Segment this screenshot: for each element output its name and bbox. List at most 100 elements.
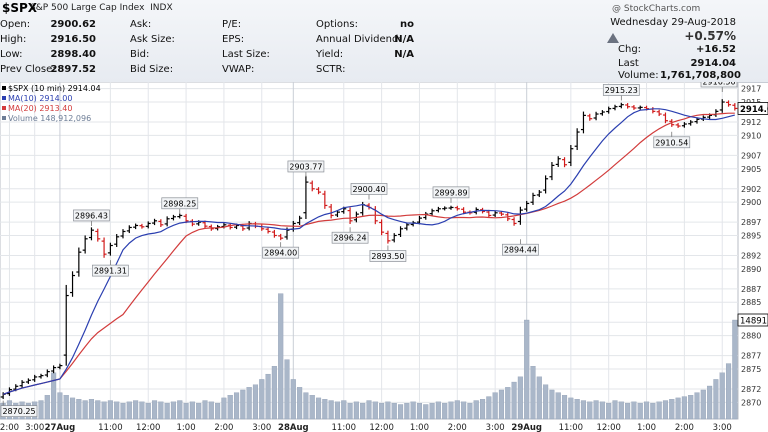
volume-bar	[486, 396, 492, 420]
volume-bar	[246, 387, 252, 420]
y-tick-label: 2880	[741, 332, 761, 341]
copyright: @ StockCharts.com	[612, 4, 701, 14]
annotation-label: 2891.31	[94, 267, 127, 276]
volume-bar	[498, 389, 505, 420]
annotation-box	[0, 405, 38, 417]
volume-bar	[416, 403, 423, 420]
price-annotation: 2916.50	[700, 82, 738, 93]
price-bar	[631, 105, 637, 110]
prev-close-value: 2897.52	[50, 64, 96, 75]
price-bar	[517, 206, 523, 225]
price-annotation: 2894.00	[262, 242, 300, 259]
annotation-box	[262, 246, 300, 259]
volume-bar	[681, 396, 687, 420]
volume-bar	[189, 401, 195, 420]
volume-bar	[524, 319, 530, 420]
price-bar	[675, 123, 681, 128]
volume-bar	[233, 392, 240, 420]
volume-bar	[139, 401, 145, 420]
price-annotation: 2899.89	[432, 186, 470, 203]
volume-bar	[568, 397, 574, 420]
annotation-box	[502, 243, 539, 256]
volume-bar	[107, 400, 113, 420]
price-chart[interactable]: 2870287228752877288028822885288728902892…	[0, 82, 768, 432]
volume-bar	[606, 403, 612, 420]
ma10-line	[2, 108, 735, 395]
volume-bar	[467, 403, 473, 420]
vwap-label: VWAP:	[222, 64, 255, 75]
price-bar	[416, 215, 422, 225]
annotation-box	[653, 136, 691, 149]
price-bar	[530, 192, 536, 205]
volume-bar	[259, 379, 265, 420]
price-bar	[101, 237, 107, 258]
y-tick-label: 2877	[741, 352, 761, 361]
price-bar	[511, 217, 517, 226]
price-bar	[524, 200, 530, 212]
price-bar	[170, 214, 176, 221]
annotation-box	[161, 197, 199, 210]
price-bar	[95, 228, 101, 242]
sctr-label: SCTR:	[316, 64, 346, 75]
volume-bar	[587, 401, 593, 420]
legend-ma20-swatch	[2, 106, 6, 110]
price-bar	[568, 145, 574, 167]
price-bar	[391, 233, 397, 243]
price-bar	[625, 103, 631, 109]
volume-bar	[303, 392, 309, 420]
price-bar	[448, 205, 454, 210]
volume-bar	[353, 401, 359, 420]
volume-bar	[492, 392, 498, 420]
price-bar	[152, 218, 158, 226]
x-tick-label: 28Aug	[278, 423, 309, 432]
annotation-box	[432, 186, 470, 199]
volume-bar	[397, 404, 404, 420]
volume-bar	[183, 403, 189, 420]
x-tick-label: 2:00	[675, 423, 694, 432]
volume-bar	[511, 381, 517, 420]
volume-bar	[76, 399, 82, 420]
price-bar	[32, 374, 38, 382]
price-annotation: 2903.77	[287, 160, 325, 177]
volume-bar	[215, 403, 221, 420]
volume-bar	[429, 403, 435, 420]
volume-bar	[177, 400, 183, 420]
price-bar	[580, 111, 586, 134]
price-bar	[549, 162, 555, 181]
price-annotation: 2896.24	[331, 227, 369, 244]
volume-bar	[732, 319, 738, 420]
legend-ma10-swatch	[2, 96, 6, 100]
annotation-box	[92, 264, 129, 277]
last-price-tag: 2914.0	[740, 105, 768, 115]
volume-bar	[366, 400, 372, 420]
volume-bar	[549, 389, 555, 420]
annotation-label: 2870.25	[2, 407, 35, 416]
yield-label: Yield:	[316, 49, 344, 60]
volume-bar	[637, 403, 643, 420]
price-bar	[498, 211, 504, 216]
volume-bar	[574, 399, 580, 420]
price-annotation: 2891.31	[92, 260, 129, 277]
volume-bar	[38, 400, 44, 420]
price-bar	[38, 373, 44, 379]
y-tick-label: 2905	[741, 165, 761, 174]
bid-size-label: Bid Size:	[130, 64, 174, 75]
price-bar	[593, 111, 599, 121]
x-tick-label: 3:00	[25, 423, 44, 432]
price-bar	[688, 120, 694, 126]
price-bar	[606, 106, 612, 114]
annotation-label: 2893.50	[371, 252, 404, 261]
volume-bar	[164, 403, 170, 420]
volume-bar	[360, 403, 366, 420]
price-bar	[57, 363, 63, 370]
last-price-tag-box	[737, 102, 768, 115]
high-label: High:	[0, 34, 27, 45]
volume-bar	[271, 366, 277, 420]
price-bar	[379, 219, 385, 236]
price-bar	[271, 229, 277, 238]
price-bar	[25, 378, 31, 384]
low-value: 2898.40	[50, 49, 96, 60]
price-bar	[88, 227, 94, 241]
x-tick-label: 3:00	[252, 423, 271, 432]
